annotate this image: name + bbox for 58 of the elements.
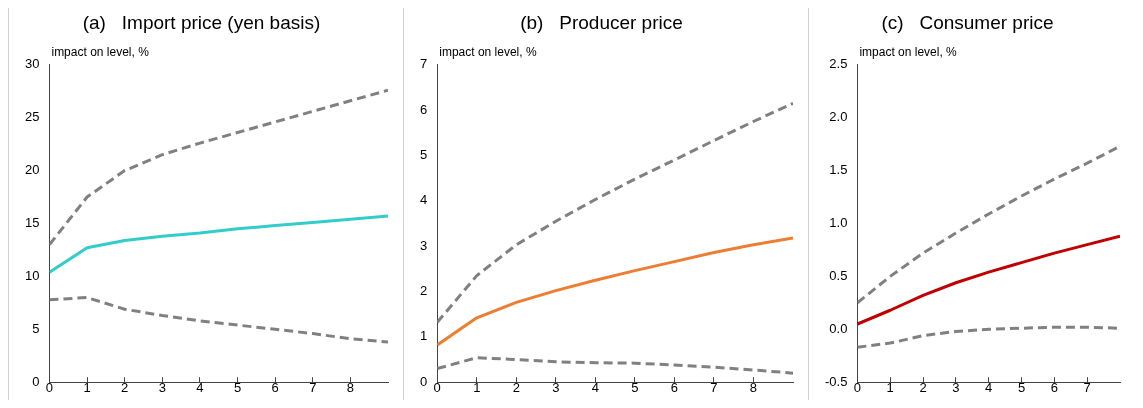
y-axis-title: impact on level, % bbox=[51, 45, 150, 60]
y-tick-label: 2.5 bbox=[829, 56, 848, 72]
line-series bbox=[437, 356, 793, 375]
y-tick-label: -0.5 bbox=[824, 373, 848, 389]
chart-title: (a) Import price (yen basis) bbox=[82, 11, 321, 33]
x-tick-label: 5 bbox=[631, 379, 639, 395]
y-tick-label: 2 bbox=[420, 283, 428, 299]
line-series bbox=[49, 88, 388, 247]
x-tick-label: 6 bbox=[670, 379, 679, 395]
x-tick-label: 6 bbox=[271, 379, 279, 395]
x-tick-label: 0 bbox=[853, 379, 862, 395]
x-tick-label: 3 bbox=[952, 379, 960, 395]
x-tick-label: 8 bbox=[749, 379, 758, 395]
x-tick-label: 1 bbox=[83, 379, 91, 395]
x-tick-label: 2 bbox=[919, 379, 927, 395]
y-tick-label: 4 bbox=[420, 192, 428, 208]
y-tick-label: 5 bbox=[420, 147, 428, 163]
y-tick-label: 25 bbox=[24, 109, 40, 125]
x-tick-label: 4 bbox=[985, 379, 993, 395]
x-tick-label: 7 bbox=[309, 379, 317, 395]
chart-title: (b) Producer price bbox=[520, 11, 683, 33]
y-tick-label: 20 bbox=[24, 162, 40, 178]
x-tick-label: 5 bbox=[1017, 379, 1026, 395]
y-tick-label: 0.0 bbox=[829, 320, 848, 336]
line-series bbox=[857, 144, 1120, 305]
x-tick-label: 2 bbox=[512, 379, 520, 395]
y-tick-label: 7 bbox=[420, 56, 428, 72]
y-tick-label: 0.5 bbox=[829, 267, 848, 283]
line-series bbox=[49, 296, 388, 344]
y-axis-title: impact on level, % bbox=[439, 45, 537, 60]
x-tick-label: 4 bbox=[591, 379, 599, 395]
x-tick-label: 6 bbox=[1050, 379, 1058, 395]
x-tick-label: 1 bbox=[473, 379, 481, 395]
y-axis-title: impact on level, % bbox=[859, 45, 958, 60]
y-tick-label: 10 bbox=[24, 267, 40, 283]
x-tick-label: 5 bbox=[233, 379, 242, 395]
x-tick-label: 3 bbox=[158, 379, 166, 395]
y-tick-label: 30 bbox=[24, 56, 40, 72]
x-tick-label: 0 bbox=[433, 379, 441, 395]
y-tick-label: 6 bbox=[420, 101, 428, 117]
x-tick-label: 1 bbox=[886, 379, 894, 395]
y-tick-label: 15 bbox=[24, 215, 40, 231]
y-tick-label: 1.0 bbox=[829, 215, 848, 231]
line-series bbox=[857, 325, 1120, 349]
x-tick-label: 8 bbox=[346, 379, 354, 395]
y-tick-label: 1.5 bbox=[829, 162, 848, 178]
x-tick-label: 7 bbox=[1083, 379, 1091, 395]
y-tick-label: 1 bbox=[420, 328, 428, 344]
x-tick-label: 3 bbox=[552, 379, 560, 395]
x-tick-label: 0 bbox=[45, 379, 54, 395]
x-tick-label: 2 bbox=[121, 379, 129, 395]
y-tick-label: 3 bbox=[420, 237, 428, 253]
line-series bbox=[437, 101, 793, 324]
x-tick-label: 7 bbox=[710, 379, 718, 395]
chart-title: (c) Consumer price bbox=[881, 11, 1054, 33]
x-tick-label: 4 bbox=[196, 379, 204, 395]
y-tick-label: 5 bbox=[32, 320, 40, 336]
y-tick-label: 2.0 bbox=[829, 109, 848, 125]
